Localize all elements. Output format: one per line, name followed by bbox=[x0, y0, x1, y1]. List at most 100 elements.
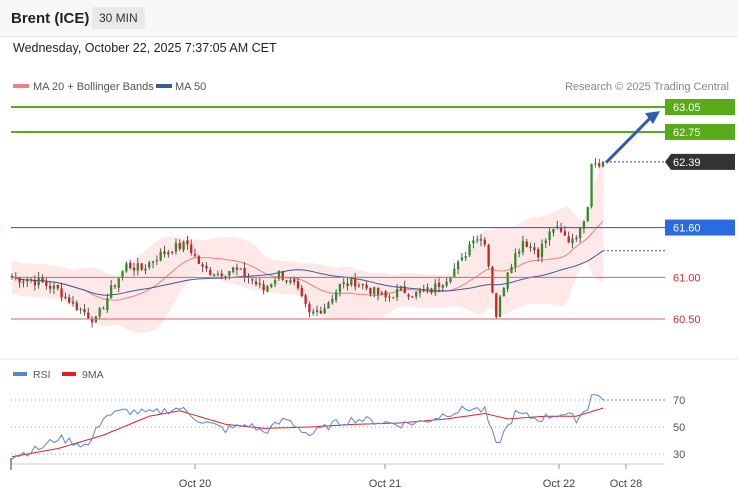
candle-body bbox=[178, 242, 181, 249]
candle-body bbox=[10, 275, 14, 278]
trend-arrow-head bbox=[645, 111, 660, 125]
candle-body bbox=[18, 277, 21, 283]
support-level-label: 61.00 bbox=[673, 272, 701, 284]
candle-body bbox=[56, 284, 59, 289]
interval-badge[interactable]: 30 MIN bbox=[92, 7, 145, 29]
pivot-level-tag bbox=[665, 219, 735, 236]
candle-body bbox=[354, 278, 357, 287]
candle-body bbox=[197, 256, 200, 264]
candle-body bbox=[483, 239, 486, 245]
candle-body bbox=[167, 251, 170, 255]
candle-body bbox=[300, 287, 303, 297]
candle-body bbox=[29, 279, 33, 281]
candle-body bbox=[548, 231, 551, 240]
candle-body bbox=[529, 246, 532, 248]
x-tick-label: Oct 20 bbox=[179, 478, 211, 490]
candle-body bbox=[136, 263, 139, 271]
target-level-label: 63.05 bbox=[673, 102, 701, 114]
candle-body bbox=[415, 291, 418, 297]
candle-body bbox=[224, 275, 227, 278]
candle-body bbox=[270, 283, 273, 287]
candle-body bbox=[251, 279, 254, 281]
candle-body bbox=[216, 273, 220, 275]
candle-body bbox=[380, 292, 383, 295]
rsi-line bbox=[11, 394, 604, 460]
candle-body bbox=[578, 227, 582, 239]
candle-body bbox=[582, 221, 586, 229]
candle-body bbox=[525, 241, 528, 248]
candle-body bbox=[205, 265, 208, 269]
candle-body bbox=[327, 302, 330, 309]
candle-body bbox=[487, 244, 490, 267]
candle-body bbox=[434, 283, 437, 293]
candle-body bbox=[388, 296, 391, 298]
candle-body bbox=[83, 309, 86, 313]
candle-body bbox=[323, 308, 326, 314]
rsi-ma9-line bbox=[11, 407, 604, 458]
candle-body bbox=[174, 243, 178, 252]
candle-body bbox=[567, 236, 570, 243]
candle-body bbox=[464, 256, 467, 258]
candle-body bbox=[491, 267, 494, 293]
candle-body bbox=[285, 280, 288, 282]
candle-body bbox=[449, 278, 452, 282]
candle-body bbox=[64, 296, 67, 299]
trend-arrow-shaft bbox=[604, 116, 653, 164]
candle-body bbox=[346, 283, 349, 286]
candle-body bbox=[235, 267, 239, 270]
candle-body bbox=[140, 263, 143, 270]
candle-body bbox=[94, 316, 98, 323]
candle-body bbox=[510, 266, 513, 273]
candle-body bbox=[392, 297, 395, 299]
candle-body bbox=[75, 302, 78, 310]
candle-body bbox=[220, 273, 223, 277]
candle-body bbox=[37, 277, 40, 286]
candle-body bbox=[350, 278, 353, 285]
candle-body bbox=[479, 238, 483, 241]
candle-body bbox=[342, 282, 345, 285]
candle-body bbox=[159, 251, 162, 261]
candle-body bbox=[369, 288, 372, 294]
candle-body bbox=[90, 318, 94, 323]
target-level-tag bbox=[665, 123, 735, 140]
candle-body bbox=[68, 297, 71, 303]
candle-body bbox=[254, 281, 258, 285]
x-tick-label: Oct 28 bbox=[610, 478, 642, 490]
candle-body bbox=[239, 268, 242, 270]
candle-body bbox=[594, 163, 597, 165]
candle-body bbox=[331, 298, 334, 303]
ma50-legend-swatch bbox=[156, 84, 172, 88]
candle-body bbox=[338, 283, 342, 292]
candle-body bbox=[26, 280, 29, 282]
candle-body bbox=[87, 312, 90, 319]
x-tick-label: Oct 22 bbox=[543, 478, 575, 490]
candle-body bbox=[201, 264, 204, 267]
candle-body bbox=[212, 274, 216, 276]
ma9-legend-swatch bbox=[62, 372, 76, 376]
ma20-legend-label: MA 20 + Bollinger Bands bbox=[33, 81, 154, 93]
candle-body bbox=[319, 310, 322, 314]
candle-body bbox=[48, 286, 52, 289]
candle-body bbox=[98, 308, 101, 317]
candle-body bbox=[498, 296, 502, 317]
candle-body bbox=[384, 291, 387, 298]
ma50-line bbox=[12, 250, 604, 296]
candle-body bbox=[182, 241, 185, 250]
candle-body bbox=[407, 294, 410, 297]
candle-body bbox=[472, 240, 475, 244]
bollinger-band bbox=[12, 160, 603, 333]
ma20-legend-swatch bbox=[13, 84, 29, 88]
candle-body bbox=[376, 287, 380, 295]
candle-body bbox=[426, 287, 429, 290]
candle-body bbox=[190, 244, 193, 254]
candle-body bbox=[125, 263, 128, 272]
candle-body bbox=[79, 308, 82, 310]
candle-body bbox=[514, 253, 517, 267]
candle-body bbox=[418, 291, 422, 294]
candle-body bbox=[598, 163, 601, 167]
candle-body bbox=[209, 269, 212, 275]
candle-body bbox=[502, 287, 506, 297]
candle-body bbox=[453, 268, 456, 277]
candle-body bbox=[258, 283, 261, 285]
